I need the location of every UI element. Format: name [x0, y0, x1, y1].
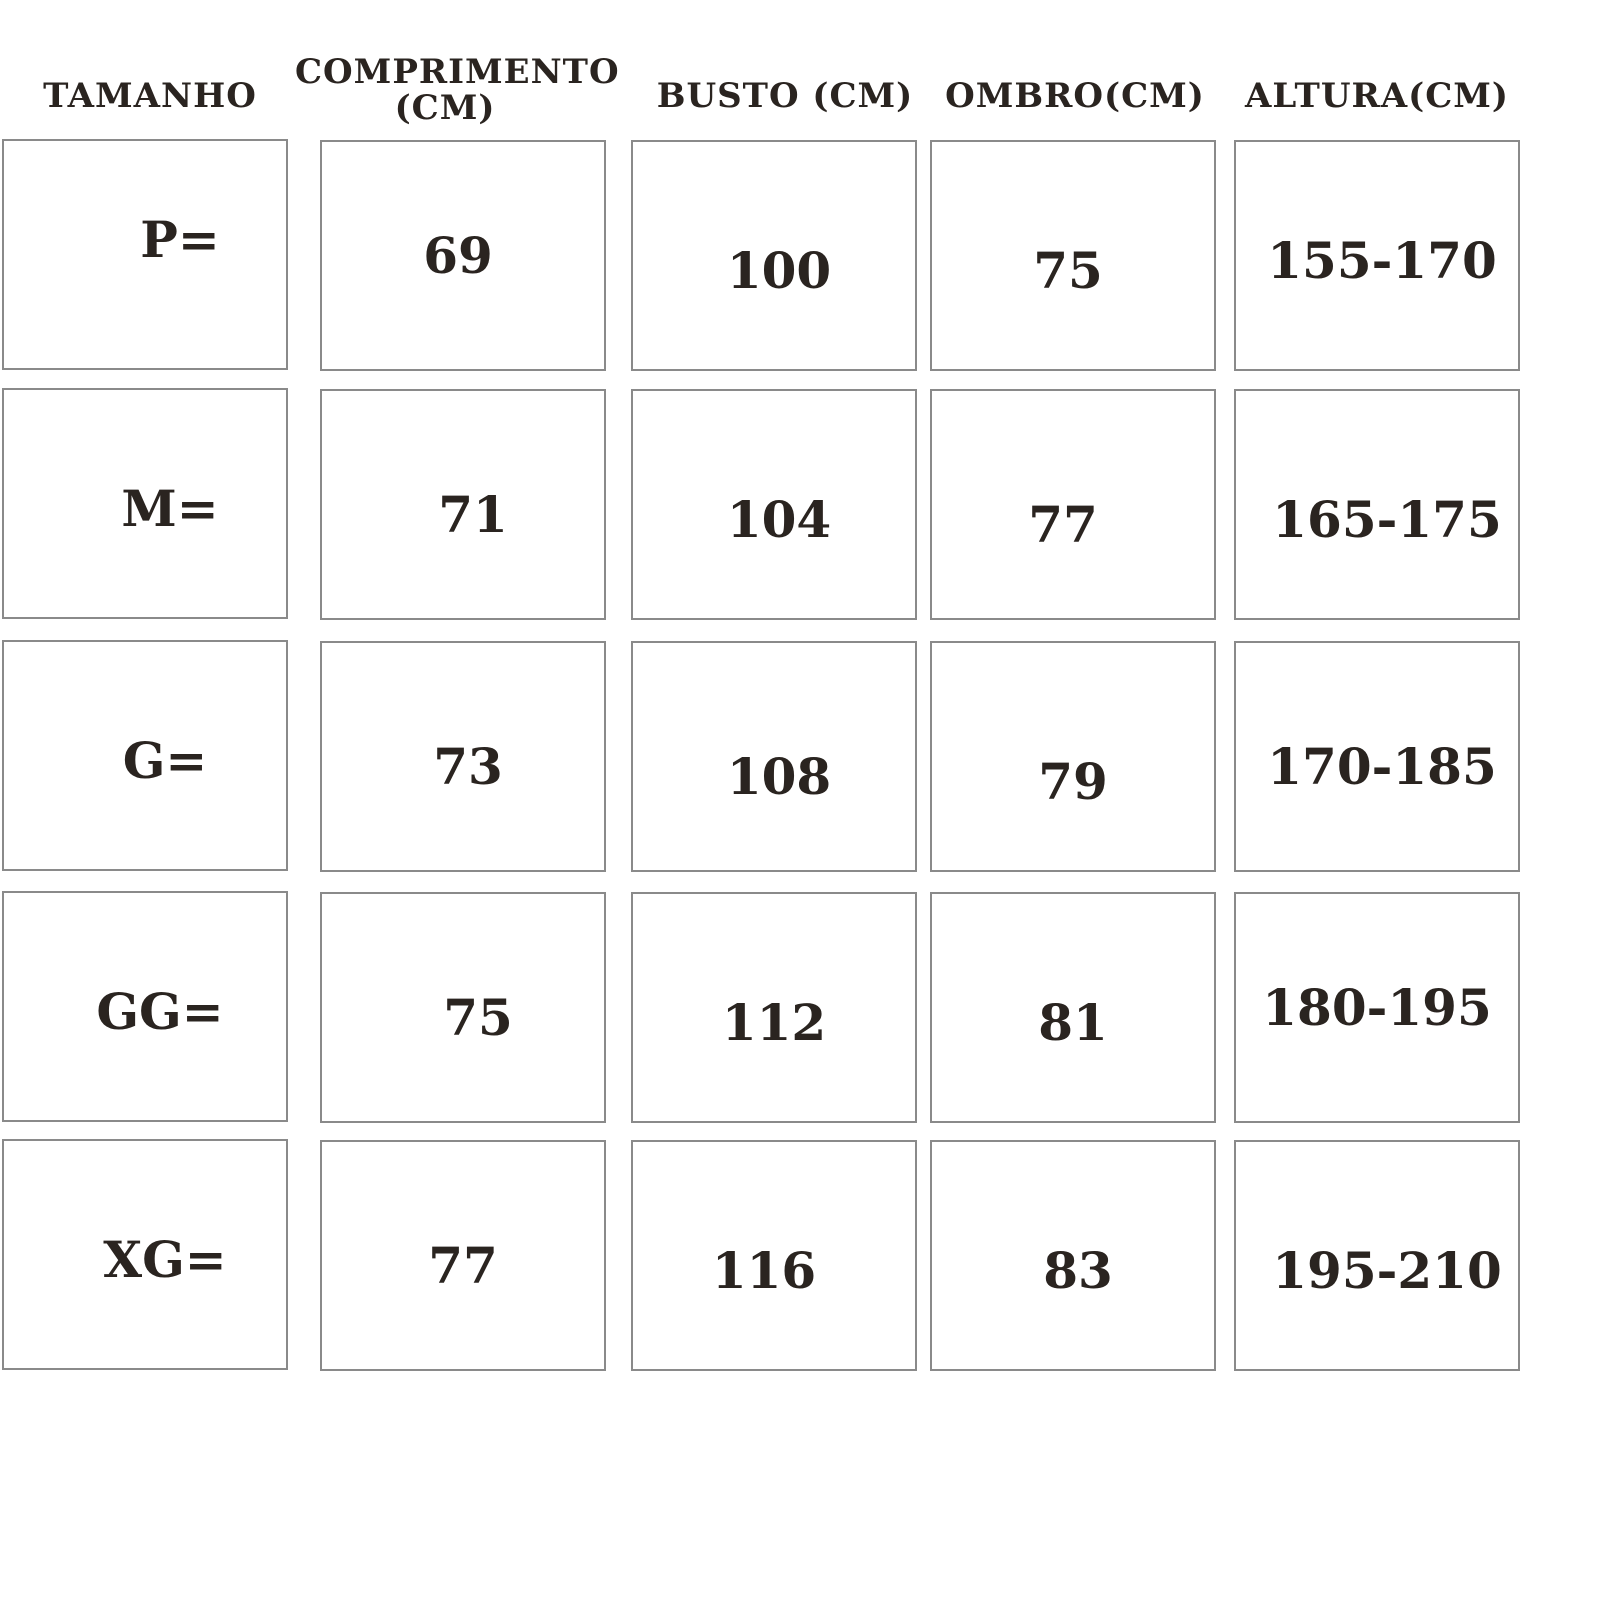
cell-size: P=	[2, 139, 288, 370]
cell-value: 73	[433, 737, 503, 796]
cell-height: 180-195	[1234, 892, 1520, 1123]
cell-value: 104	[726, 490, 832, 549]
cell-value: 108	[726, 747, 832, 806]
cell-value: M=	[121, 479, 219, 538]
cell-value: G=	[122, 731, 208, 790]
cell-value: 165-175	[1272, 490, 1502, 549]
cell-size: XG=	[2, 1139, 288, 1370]
cell-value: 116	[711, 1241, 817, 1300]
cell-length: 73	[320, 641, 606, 872]
cell-value: XG=	[103, 1230, 227, 1289]
cell-value: 77	[1028, 495, 1098, 554]
cell-value: 77	[428, 1236, 498, 1295]
cell-length: 69	[320, 140, 606, 371]
cell-value: 83	[1043, 1241, 1113, 1300]
cell-value: 71	[438, 485, 508, 544]
cell-value: P=	[140, 210, 220, 269]
cell-value: 195-210	[1272, 1241, 1502, 1300]
cell-size: G=	[2, 640, 288, 871]
cell-height: 170-185	[1234, 641, 1520, 872]
cell-size: M=	[2, 388, 288, 619]
cell-value: 75	[443, 988, 513, 1047]
cell-value: 75	[1033, 241, 1103, 300]
cell-value: 69	[423, 226, 493, 285]
cell-value: 100	[726, 241, 832, 300]
cell-value: 81	[1038, 993, 1108, 1052]
cell-bust: 116	[631, 1140, 917, 1371]
header-busto: BUSTO (CM)	[656, 76, 914, 116]
cell-bust: 108	[631, 641, 917, 872]
cell-height: 195-210	[1234, 1140, 1520, 1371]
cell-bust: 100	[631, 140, 917, 371]
header-tamanho: TAMANHO	[43, 76, 257, 116]
cell-bust: 104	[631, 389, 917, 620]
cell-value: 112	[721, 993, 827, 1052]
cell-length: 75	[320, 892, 606, 1123]
cell-shoulder: 83	[930, 1140, 1216, 1371]
cell-value: 79	[1038, 752, 1108, 811]
cell-shoulder: 75	[930, 140, 1216, 371]
header-ombro: OMBRO(CM)	[945, 76, 1205, 116]
cell-value: 170-185	[1267, 737, 1497, 796]
cell-bust: 112	[631, 892, 917, 1123]
cell-value: 155-170	[1267, 231, 1497, 290]
cell-height: 165-175	[1234, 389, 1520, 620]
cell-shoulder: 79	[930, 641, 1216, 872]
cell-height: 155-170	[1234, 140, 1520, 371]
header-altura: ALTURA(CM)	[1245, 76, 1509, 116]
cell-shoulder: 81	[930, 892, 1216, 1123]
cell-size: GG=	[2, 891, 288, 1122]
cell-value: GG=	[96, 982, 224, 1041]
cell-value: 180-195	[1262, 978, 1492, 1037]
cell-length: 71	[320, 389, 606, 620]
header-comprimento: COMPRIMENTO (CM)	[295, 52, 620, 128]
cell-length: 77	[320, 1140, 606, 1371]
cell-shoulder: 77	[930, 389, 1216, 620]
